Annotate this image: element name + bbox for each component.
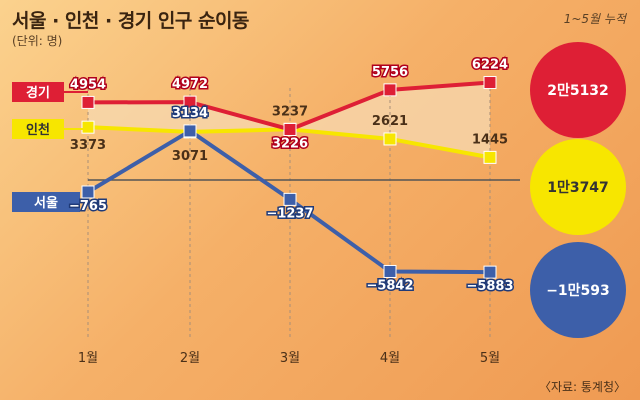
legend-swatch-incheon xyxy=(12,119,64,139)
cumulative-circle-incheon xyxy=(530,139,626,235)
data-label-gyeonggi: 4972 xyxy=(172,77,208,92)
legend-swatch-seoul xyxy=(12,192,80,212)
data-label-gyeonggi: 6224 xyxy=(472,58,508,73)
unit-label: (단위: 명) xyxy=(12,34,63,48)
data-point-seoul xyxy=(483,265,497,279)
cumulative-value-gyeonggi: 2만5132 xyxy=(547,83,609,99)
legend-label-incheon: 인천 xyxy=(26,122,50,138)
data-label-incheon: 3237 xyxy=(272,104,308,119)
data-point-gyeonggi xyxy=(81,95,95,109)
data-label-incheon: 3071 xyxy=(172,149,208,164)
source-note: 〈자료: 통계청〉 xyxy=(538,380,626,394)
x-tick-label: 1월 xyxy=(78,351,98,366)
cumulative-value-seoul: −1만593 xyxy=(546,283,610,299)
x-tick-label: 3월 xyxy=(280,351,300,366)
chart-title: 서울 · 인천 · 경기 인구 순이동 xyxy=(12,10,249,32)
legend-label-seoul: 서울 xyxy=(34,195,58,211)
data-point-incheon xyxy=(383,132,397,146)
legend-swatch-gyeonggi xyxy=(12,82,64,102)
data-point-seoul xyxy=(383,264,397,278)
data-label-incheon: 3373 xyxy=(70,138,106,153)
cumulative-circle-seoul xyxy=(530,242,626,338)
data-point-gyeonggi xyxy=(283,122,297,136)
legend-label-gyeonggi: 경기 xyxy=(26,85,50,101)
data-label-gyeonggi: 5756 xyxy=(372,65,408,80)
data-label-seoul: −5883 xyxy=(466,279,513,294)
cumulative-value-incheon: 1만3747 xyxy=(547,180,609,196)
data-label-incheon: 1445 xyxy=(472,132,508,147)
cumulative-note: 1~5월 누적 xyxy=(563,12,626,26)
cumulative-circle-gyeonggi xyxy=(530,42,626,138)
data-label-seoul: −5842 xyxy=(366,278,413,293)
x-tick-label: 2월 xyxy=(180,351,200,366)
data-label-gyeonggi: 4954 xyxy=(70,77,106,92)
data-label-seoul: −1237 xyxy=(266,206,313,221)
data-point-gyeonggi xyxy=(483,76,497,90)
data-point-incheon xyxy=(81,120,95,134)
data-label-seoul: −765 xyxy=(69,199,107,214)
data-label-seoul: 3134 xyxy=(172,106,208,121)
data-point-seoul xyxy=(283,192,297,206)
data-point-gyeonggi xyxy=(383,83,397,97)
data-point-gyeonggi xyxy=(183,95,197,109)
data-point-seoul xyxy=(183,124,197,138)
x-tick-label: 5월 xyxy=(480,351,500,366)
data-label-incheon: 2621 xyxy=(372,114,408,129)
data-point-incheon xyxy=(483,150,497,164)
data-label-gyeonggi: 3226 xyxy=(272,136,308,151)
x-tick-label: 4월 xyxy=(380,351,400,366)
data-point-seoul xyxy=(81,185,95,199)
